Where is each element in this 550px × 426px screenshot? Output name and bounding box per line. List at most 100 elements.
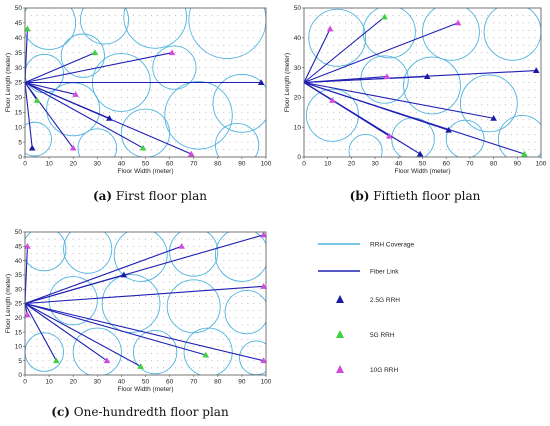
caption-b: (b) Fiftieth floor plan bbox=[350, 189, 481, 203]
coverage-circle-3 bbox=[123, 8, 187, 49]
fiber-link-8 bbox=[24, 285, 264, 305]
coverage-circle-6 bbox=[48, 276, 98, 326]
rrh-marker-7 bbox=[260, 231, 267, 238]
panel-c: 0 10 20 30 40 50 60 70 80 90 100 0 5 10 15 20 25 30 35 40 45… bbox=[5, 229, 272, 393]
coverage-circle-10 bbox=[25, 332, 65, 372]
x-tick-label: 20 bbox=[70, 161, 78, 168]
y-axis-label: Floor Length (meter) bbox=[284, 53, 291, 112]
x-tick-label: 90 bbox=[238, 379, 246, 386]
y-tick-label: 15 bbox=[15, 110, 23, 117]
fiber-link-3 bbox=[24, 303, 141, 367]
y-tick-label: 30 bbox=[15, 65, 23, 72]
y-tick-label: 0 bbox=[18, 154, 22, 161]
fiber-link-10 bbox=[24, 82, 74, 149]
rrh-marker-9 bbox=[24, 311, 31, 318]
rrh-marker-11 bbox=[260, 357, 267, 364]
legend-2-5g-marker bbox=[336, 295, 344, 303]
fiber-link-5 bbox=[24, 52, 96, 84]
coverage-circle-11 bbox=[72, 327, 122, 375]
x-tick-label: 30 bbox=[371, 161, 379, 168]
coverage-circle-13 bbox=[214, 122, 260, 157]
fiber-links bbox=[303, 16, 537, 155]
coverage-circle-7 bbox=[459, 74, 518, 133]
rrh-marker-6 bbox=[381, 13, 388, 20]
x-tick-label: 100 bbox=[536, 161, 547, 168]
x-axis-label: Floor Width (meter) bbox=[118, 168, 174, 175]
fiber-link-7 bbox=[24, 234, 264, 305]
rrh-marker-4 bbox=[24, 25, 31, 32]
fiber-link-7 bbox=[303, 81, 525, 155]
y-axis-label: Floor Length (meter) bbox=[5, 53, 12, 112]
y-tick-label: 45 bbox=[15, 244, 23, 251]
y-tick-label: 50 bbox=[294, 5, 302, 12]
x-tick-label: 90 bbox=[238, 161, 246, 168]
y-tick-label: 35 bbox=[15, 50, 23, 57]
x-tick-label: 70 bbox=[190, 379, 198, 386]
coverage-circle-12 bbox=[25, 121, 52, 157]
panel-a: 0 10 20 30 40 50 60 70 80 90 100 0 5 10 15 20 25 30 35 40 45… bbox=[5, 5, 272, 175]
coverage-circle-4 bbox=[188, 8, 266, 59]
y-tick-label: 20 bbox=[15, 95, 23, 102]
y-tick-label: 50 bbox=[15, 229, 23, 236]
fiber-links bbox=[24, 28, 262, 155]
fiber-link-4 bbox=[24, 28, 28, 83]
x-tick-label: 40 bbox=[118, 161, 126, 168]
x-axis-label: Floor Width (meter) bbox=[118, 386, 174, 393]
legend-fiber-label: Fiber Link bbox=[370, 269, 399, 276]
coverage-circle-1 bbox=[308, 8, 367, 67]
coverage-circle-10 bbox=[497, 114, 541, 157]
fiber-link-2 bbox=[24, 82, 33, 149]
rrh-marker-5 bbox=[91, 49, 99, 56]
x-tick-label: 60 bbox=[166, 161, 174, 168]
legend-2-5g-label: 2.5G RRH bbox=[370, 297, 400, 304]
fiber-link-12 bbox=[303, 82, 390, 137]
rrh-marker-9 bbox=[454, 19, 462, 26]
rrh-marker-11 bbox=[187, 150, 195, 157]
rrh-marker-8 bbox=[326, 25, 334, 32]
legend-10g-label: 10G RRH bbox=[370, 367, 398, 374]
x-tick-label: 20 bbox=[70, 379, 78, 386]
y-tick-label: 30 bbox=[294, 65, 302, 72]
y-tick-label: 20 bbox=[294, 95, 302, 102]
fiber-link-8 bbox=[303, 28, 331, 83]
coverage-circle-3 bbox=[113, 232, 168, 282]
rrh-marker-3 bbox=[137, 363, 144, 369]
coverage-circle-6 bbox=[403, 56, 461, 115]
rrh-markers bbox=[24, 25, 265, 157]
coverage-circle-5 bbox=[214, 232, 266, 282]
rrh-marker-8 bbox=[168, 49, 176, 56]
coverage-circle-1 bbox=[25, 232, 67, 272]
x-tick-label: 0 bbox=[23, 379, 27, 386]
rrh-marker-10 bbox=[383, 73, 391, 80]
fiber-link-6 bbox=[24, 245, 182, 305]
x-tick-label: 50 bbox=[142, 161, 150, 168]
coverage-circle-4 bbox=[169, 232, 219, 277]
rrh-marker-8 bbox=[260, 283, 267, 289]
x-tick-label: 50 bbox=[142, 379, 150, 386]
rrh-marker-11 bbox=[329, 97, 336, 103]
rrh-marker-1 bbox=[120, 271, 128, 278]
x-tick-label: 20 bbox=[348, 161, 356, 168]
x-tick-label: 0 bbox=[302, 161, 306, 168]
y-tick-label: 15 bbox=[15, 329, 23, 336]
coverage-circle-15 bbox=[152, 45, 197, 90]
x-tick-label: 50 bbox=[419, 161, 427, 168]
y-tick-label: 35 bbox=[15, 272, 23, 279]
y-tick-label: 10 bbox=[15, 124, 23, 131]
rrh-marker-7 bbox=[139, 144, 147, 151]
coverage-circle-2 bbox=[79, 8, 130, 45]
coverage-circle-1 bbox=[25, 8, 77, 50]
y-tick-label: 0 bbox=[18, 372, 22, 379]
x-tick-label: 70 bbox=[190, 161, 198, 168]
fiber-link-9 bbox=[24, 81, 76, 95]
fiber-link-10 bbox=[24, 303, 108, 362]
x-axis-label: Floor Width (meter) bbox=[395, 168, 451, 175]
y-tick-label: 45 bbox=[15, 20, 23, 27]
fiber-link-2 bbox=[24, 303, 57, 361]
rrh-marker-1 bbox=[257, 79, 265, 85]
y-tick-label: 25 bbox=[15, 80, 23, 87]
rrh-marker-2 bbox=[53, 357, 60, 364]
rrh-marker-4 bbox=[202, 351, 210, 358]
y-axis-label: Floor Length (meter) bbox=[5, 274, 12, 333]
